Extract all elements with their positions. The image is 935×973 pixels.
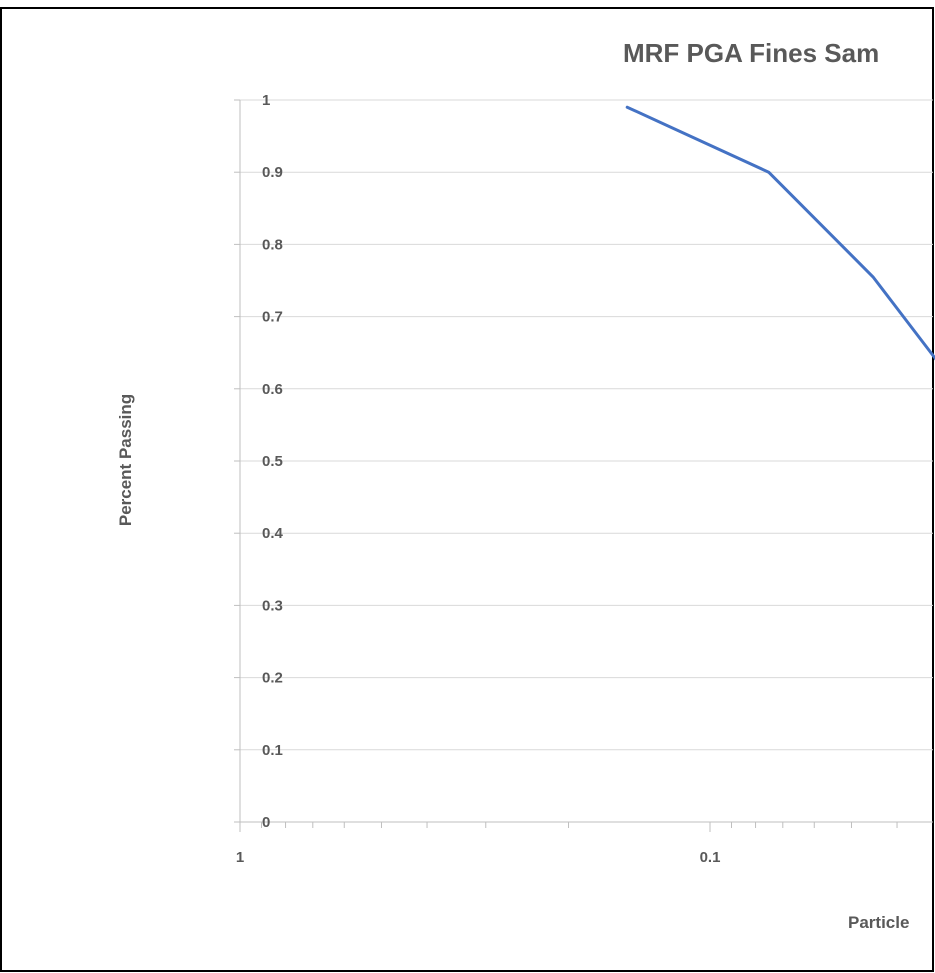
y-tick-label: 0.3 <box>262 597 283 614</box>
y-tick-label: 0.2 <box>262 670 283 687</box>
y-tick-label: 0.4 <box>262 525 284 542</box>
y-tick-label: 0.6 <box>262 381 283 398</box>
x-tick-label: 1 <box>236 849 244 866</box>
chart-title: MRF PGA Fines Sam <box>623 38 879 68</box>
axes <box>234 99 933 832</box>
y-tick-label: 0.8 <box>262 236 283 253</box>
y-tick-label: 1 <box>262 92 270 109</box>
y-tick-label: 0.9 <box>262 164 283 181</box>
gridlines <box>240 99 933 823</box>
y-tick-label: 0.1 <box>262 742 283 759</box>
y-axis-title: Percent Passing <box>116 394 135 526</box>
x-tick-label: 0.1 <box>700 849 721 866</box>
series-line <box>625 105 935 361</box>
tick-labels: 0 0.1 0.2 0.3 0.4 0.5 0.6 0.7 0.8 0.9 1 1 0.1 <box>236 92 721 866</box>
x-axis-title: Particle <box>848 913 909 932</box>
series-layer <box>625 105 935 361</box>
y-tick-label: 0.7 <box>262 309 283 326</box>
y-tick-label: 0 <box>262 814 270 831</box>
chart-border <box>0 7 934 972</box>
y-tick-label: 0.5 <box>262 453 283 470</box>
